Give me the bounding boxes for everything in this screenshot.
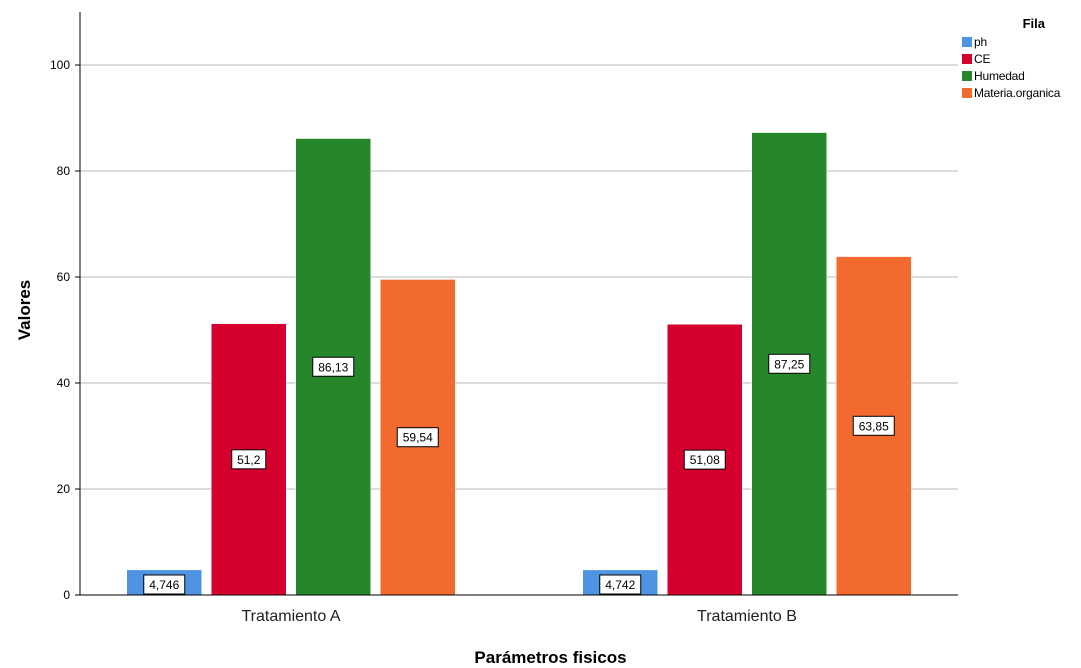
data-label-box [312,356,355,377]
data-label: 51,2 [231,449,267,470]
data-label-text: 4,742 [605,578,635,592]
legend-label-ph: ph [974,34,987,49]
legend-swatch-ce [962,53,972,64]
data-label: 63,85 [852,415,895,436]
legend-title: Fila [1022,16,1045,31]
data-label-box [768,353,811,374]
legend-swatch-ph [962,36,972,47]
data-label: 87,25 [768,353,811,374]
data-label-box [683,449,726,470]
data-label-box [231,449,267,470]
y-tick-label: 100 [50,58,70,72]
data-label: 86,13 [312,356,355,377]
x-tick-label: Tratamiento A [241,608,340,625]
legend-item-materia-organica: Materia.organica [962,84,1080,101]
data-label-box [852,415,895,436]
y-tick-label: 80 [57,164,71,178]
legend-item-ce: CE [962,50,1080,67]
legend-item-humedad: Humedad [962,67,1080,84]
legend-swatch-materia-organica [962,87,972,98]
bars: 4,746 51,2 86,13 59,54 4,742 51,08 87,25 63,85 [126,132,912,596]
legend-swatch-humedad [962,70,972,81]
data-label-text: 51,08 [690,453,720,467]
y-tick-label: 0 [63,588,70,602]
y-tick-label: 60 [57,270,71,284]
x-axis-title: Parámetros fisicos [474,648,627,667]
data-label-text: 51,2 [237,453,261,467]
data-label-text: 86,13 [318,360,348,374]
axes [79,12,958,596]
data-label-text: 63,85 [859,419,889,433]
y-tick-label: 40 [57,376,71,390]
x-axis-ticks: Tratamiento A Tratamiento B [241,608,796,625]
y-axis-ticks: 0 20 40 60 80 100 [50,58,80,602]
data-label-text: 4,746 [149,578,179,592]
data-label-box [143,574,186,595]
y-axis-title: Valores [15,279,34,341]
data-label-box [396,427,439,448]
legend-label-materia-organica: Materia.organica [974,85,1061,100]
data-label: 51,08 [683,449,726,470]
y-tick-label: 20 [57,482,71,496]
legend-item-ph: ph [962,33,1080,50]
data-label-box [599,574,642,595]
legend-label-ce: CE [974,51,991,66]
data-label: 59,54 [396,427,439,448]
data-label-text: 59,54 [403,431,433,445]
x-tick-label: Tratamiento B [697,608,797,625]
data-label: 4,746 [143,574,186,595]
data-label-text: 87,25 [774,357,804,371]
legend-label-humedad: Humedad [974,68,1025,83]
data-label: 4,742 [599,574,642,595]
legend: Fila ph CE Humedad Materia.organica [962,16,1080,101]
